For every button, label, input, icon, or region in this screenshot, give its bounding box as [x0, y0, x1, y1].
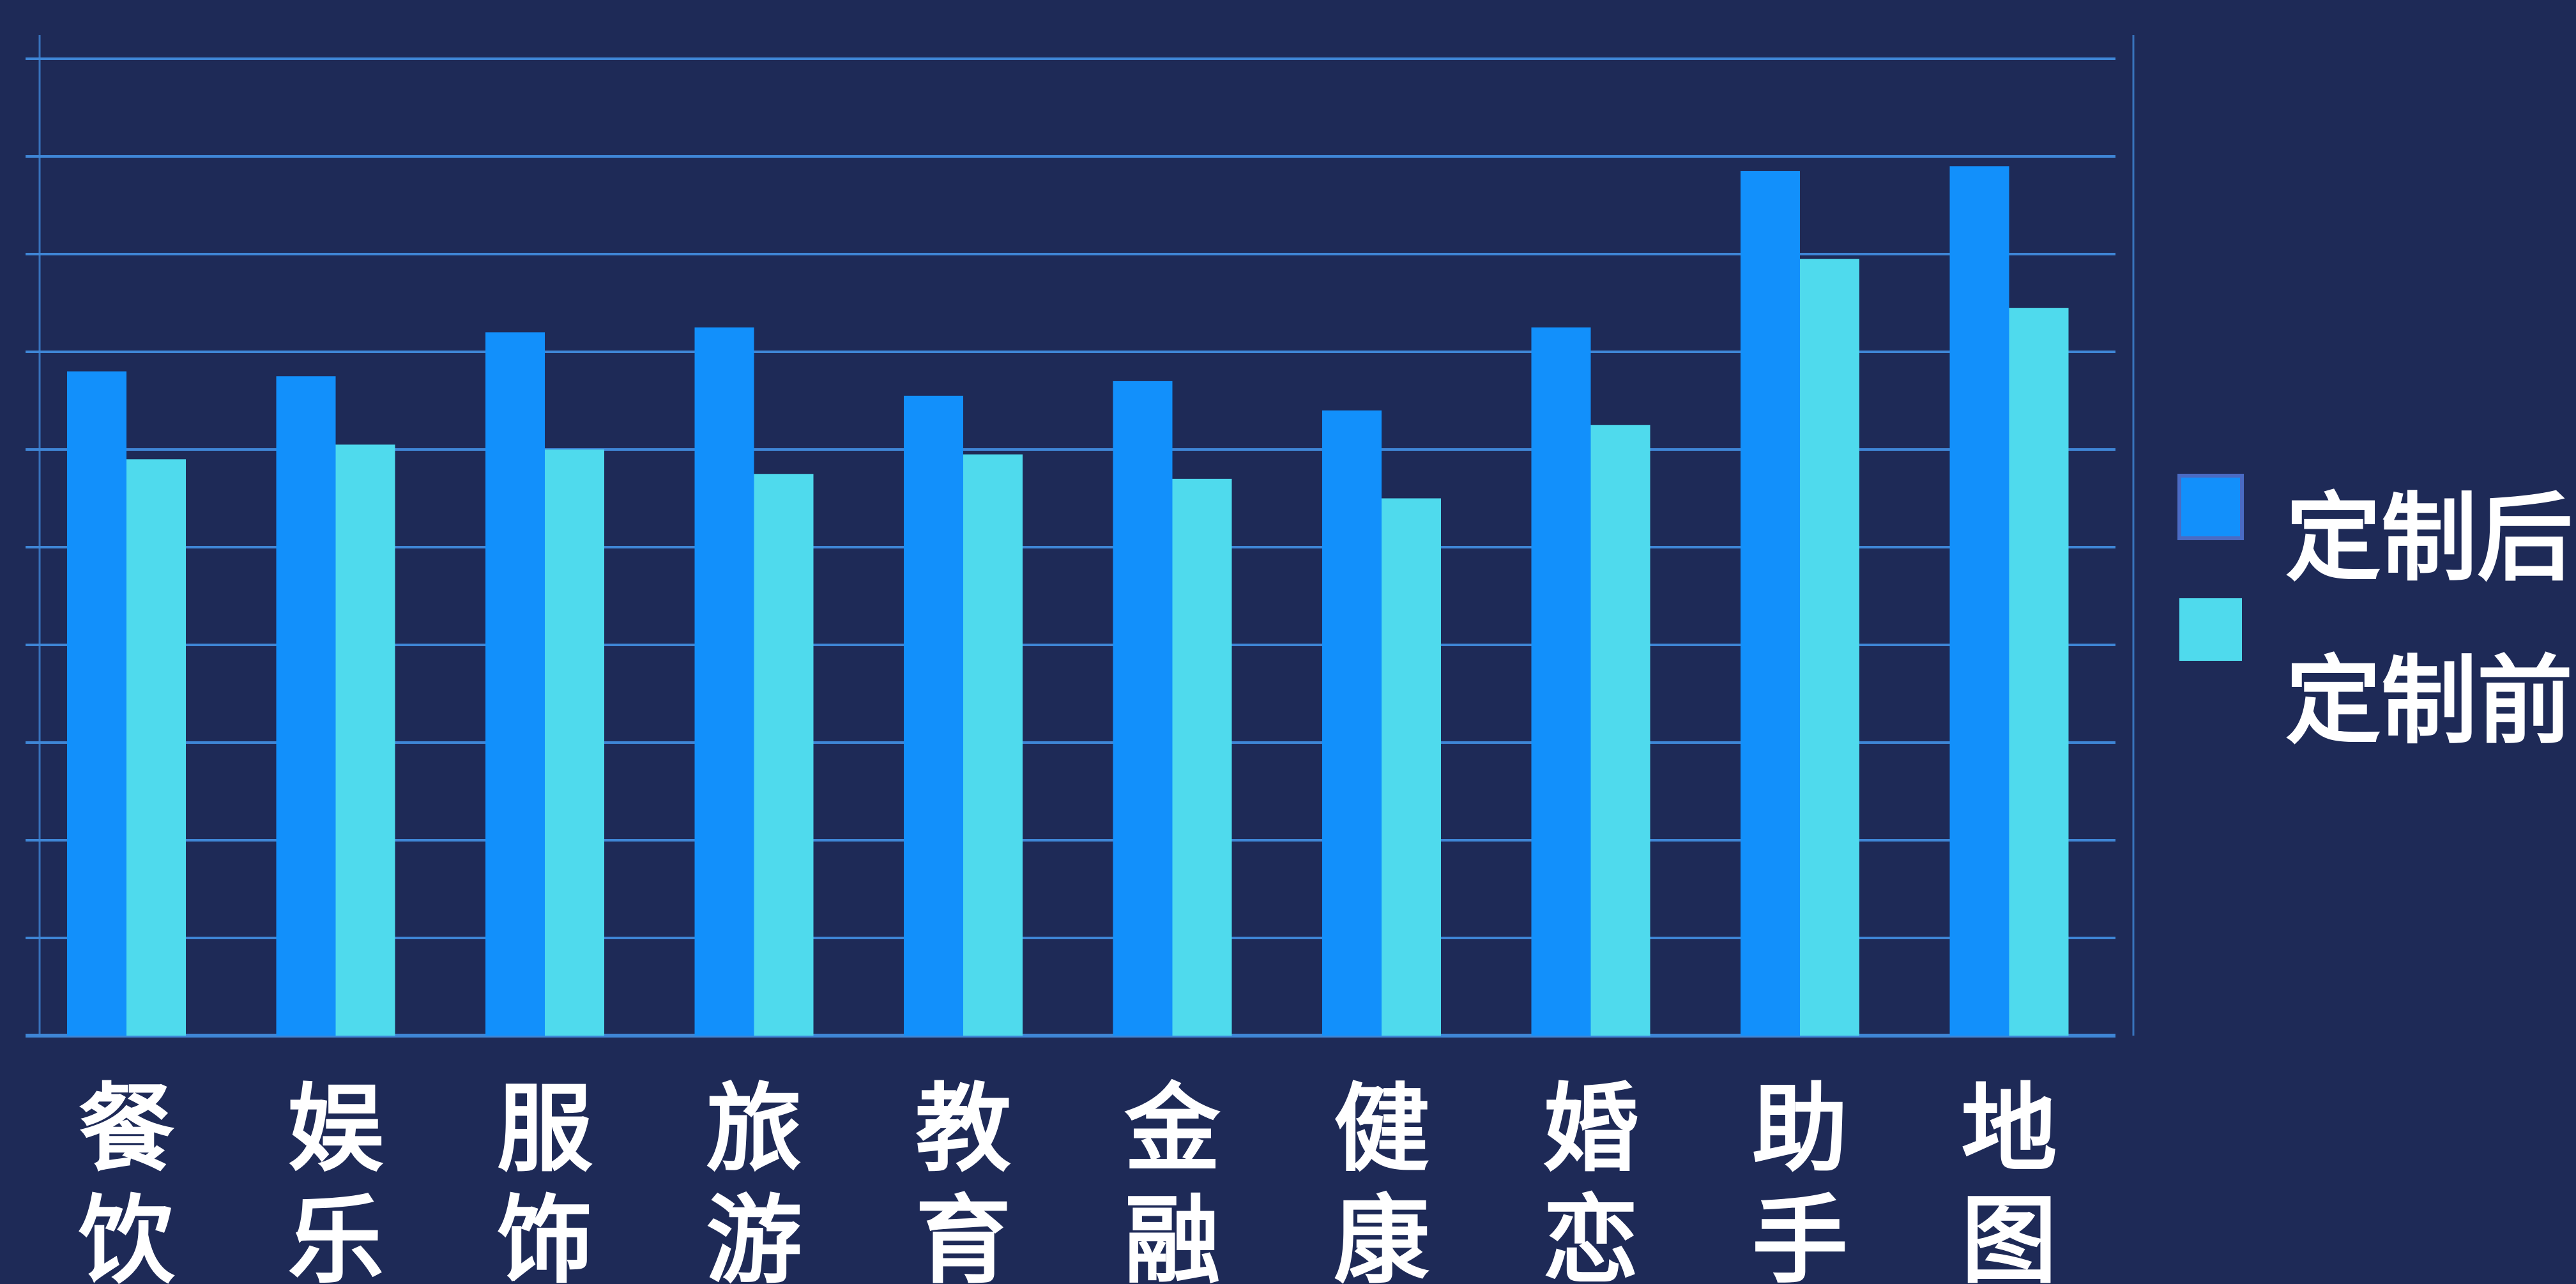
- x-tick-label: 娱乐: [287, 1074, 383, 1284]
- bar-after: [1741, 170, 1800, 1036]
- x-tick-label-char: 饮: [79, 1186, 175, 1284]
- legend-swatch: [2177, 474, 2244, 540]
- bar-after: [1949, 166, 2009, 1036]
- bar-after: [904, 395, 963, 1036]
- x-tick-label-char: 金: [1124, 1074, 1221, 1185]
- bar-before: [1172, 478, 1232, 1036]
- bar-after: [1113, 381, 1173, 1036]
- bar-after: [67, 371, 126, 1036]
- x-tick-label-char: 育: [915, 1186, 1011, 1284]
- bar-before: [2009, 308, 2069, 1036]
- x-tick-label-char: 助: [1752, 1074, 1848, 1185]
- legend-label: 定制后: [2285, 483, 2573, 594]
- bar-before: [126, 459, 186, 1036]
- x-tick-label-char: 健: [1334, 1074, 1429, 1185]
- x-tick-label: 金融: [1124, 1074, 1221, 1284]
- x-tick-label-char: 手: [1752, 1186, 1848, 1284]
- x-tick-label: 健康: [1334, 1074, 1429, 1284]
- x-tick-label-char: 餐: [79, 1074, 174, 1185]
- bar-before: [545, 449, 604, 1036]
- x-tick-label-char: 服: [497, 1074, 593, 1185]
- bars: [67, 166, 2069, 1036]
- x-tick-label-char: 乐: [287, 1186, 383, 1284]
- x-tick-label-char: 游: [706, 1186, 802, 1284]
- legend-swatch: [2179, 598, 2242, 661]
- bar-after: [276, 376, 336, 1036]
- legend-item: 定制后: [2177, 474, 2573, 594]
- bar-after: [1322, 410, 1382, 1036]
- bar-before: [1590, 425, 1650, 1036]
- legend-label: 定制前: [2285, 646, 2573, 757]
- bar-before: [1800, 259, 1859, 1036]
- x-tick-label: 助手: [1752, 1074, 1848, 1284]
- x-tick-label-char: 地: [1961, 1074, 2057, 1185]
- x-tick-label-char: 婚: [1543, 1074, 1638, 1185]
- x-tick-label: 旅游: [706, 1074, 802, 1284]
- x-tick-label: 教育: [915, 1074, 1011, 1284]
- bar-before: [1382, 498, 1441, 1036]
- x-tick-label-char: 融: [1124, 1186, 1220, 1284]
- legend-item: 定制前: [2179, 598, 2573, 757]
- x-tick-label-char: 饰: [497, 1186, 593, 1284]
- bar-after: [1531, 327, 1591, 1036]
- x-tick-label-char: 旅: [706, 1074, 802, 1185]
- x-tick-label: 服饰: [497, 1074, 593, 1284]
- bar-before: [335, 444, 395, 1036]
- x-tick-label: 地图: [1961, 1074, 2057, 1284]
- x-tick-label-char: 图: [1961, 1186, 2057, 1284]
- bar-after: [694, 327, 754, 1036]
- x-tick-label-char: 教: [915, 1074, 1011, 1185]
- x-tick-label-char: 娱: [287, 1074, 383, 1185]
- x-tick-label: 婚恋: [1543, 1074, 1638, 1284]
- bar-after: [485, 332, 545, 1036]
- bar-before: [754, 474, 814, 1036]
- x-tick-label-char: 恋: [1543, 1186, 1638, 1284]
- x-tick-label: 餐饮: [79, 1074, 175, 1284]
- x-tick-label-char: 康: [1334, 1186, 1429, 1284]
- bar-before: [963, 454, 1023, 1036]
